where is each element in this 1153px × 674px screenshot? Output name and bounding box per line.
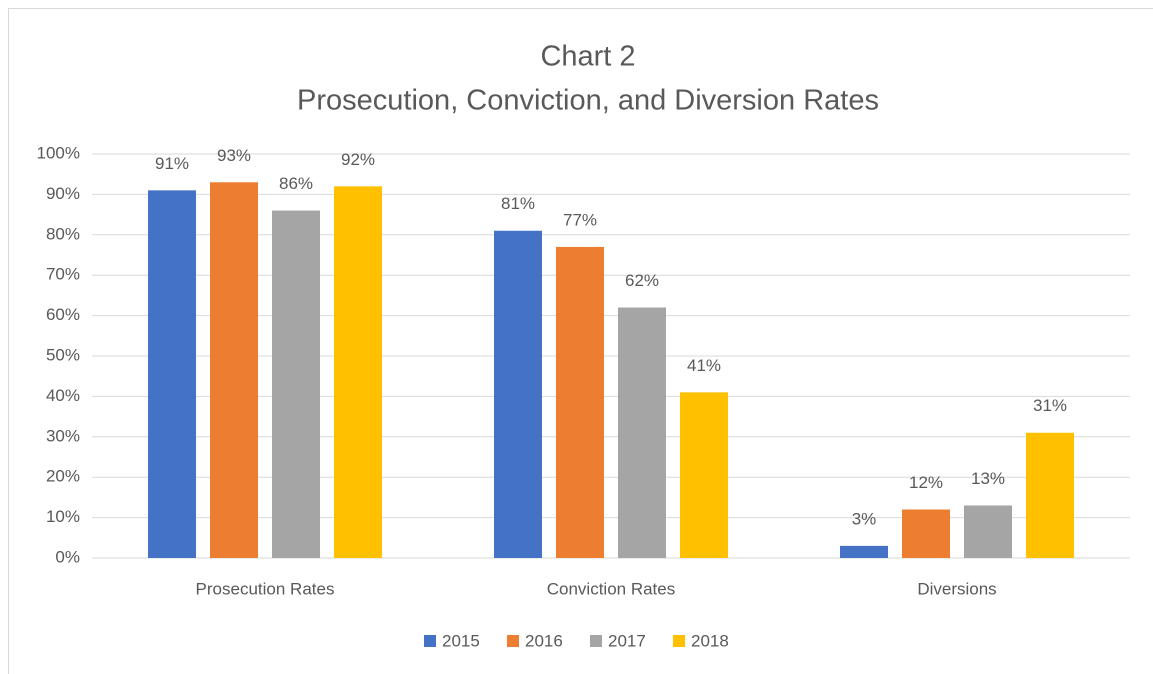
data-label: 86%: [279, 174, 313, 193]
bar: [210, 182, 258, 558]
y-tick-label: 40%: [46, 386, 80, 405]
bar: [556, 246, 604, 559]
bar: [840, 545, 888, 558]
legend-label: 2015: [442, 631, 480, 650]
legend-label: 2016: [525, 631, 563, 650]
data-label: 81%: [501, 194, 535, 213]
bar: [1026, 432, 1074, 558]
y-tick-label: 10%: [46, 507, 80, 526]
y-tick-label: 0%: [55, 547, 80, 566]
chart-frame: [8, 8, 1153, 674]
legend-swatch: [590, 635, 602, 647]
bar: [494, 230, 542, 558]
y-tick-label: 30%: [46, 426, 80, 445]
legend-label: 2018: [691, 631, 729, 650]
data-label: 77%: [563, 210, 597, 229]
y-tick-label: 70%: [46, 265, 80, 284]
bar: [680, 392, 728, 558]
y-tick-label: 100%: [37, 143, 80, 162]
bar: [272, 210, 320, 558]
y-tick-label: 20%: [46, 467, 80, 486]
data-label: 91%: [155, 154, 189, 173]
chart-title: Chart 2: [540, 41, 635, 73]
data-label: 93%: [217, 146, 251, 165]
data-label: 12%: [909, 473, 943, 492]
y-tick-label: 90%: [46, 184, 80, 203]
x-tick-label: Diversions: [917, 579, 996, 598]
x-tick-label: Conviction Rates: [547, 579, 676, 598]
bar: [964, 505, 1012, 558]
legend-swatch: [424, 635, 436, 647]
data-label: 13%: [971, 469, 1005, 488]
legend-label: 2017: [608, 631, 646, 650]
data-label: 3%: [852, 509, 877, 528]
data-label: 41%: [687, 356, 721, 375]
x-tick-label: Prosecution Rates: [196, 579, 335, 598]
legend-swatch: [507, 635, 519, 647]
bar: [148, 190, 196, 559]
data-label: 92%: [341, 150, 375, 169]
bar: [334, 186, 382, 558]
legend-swatch: [673, 635, 685, 647]
y-tick-label: 80%: [46, 224, 80, 243]
y-tick-label: 50%: [46, 345, 80, 364]
bar: [618, 307, 666, 558]
y-tick-label: 60%: [46, 305, 80, 324]
chart-subtitle: Prosecution, Conviction, and Diversion R…: [297, 85, 879, 117]
bar: [902, 509, 950, 558]
data-label: 31%: [1033, 396, 1067, 415]
data-label: 62%: [625, 271, 659, 290]
